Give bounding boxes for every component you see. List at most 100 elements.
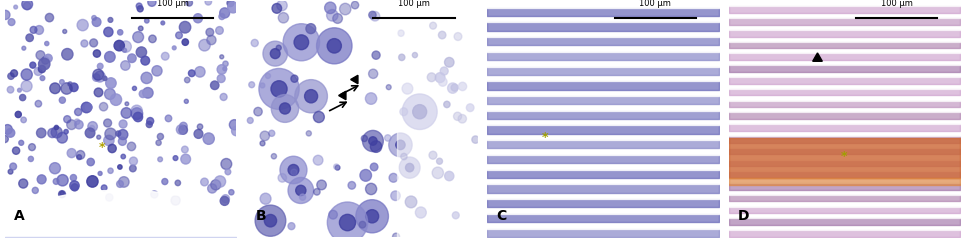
Circle shape [21,117,26,123]
Circle shape [48,129,57,138]
Circle shape [329,210,338,219]
Circle shape [39,58,50,70]
Circle shape [151,191,158,198]
Circle shape [261,193,271,204]
Circle shape [276,45,281,50]
Circle shape [366,183,376,195]
Circle shape [454,112,461,120]
Circle shape [453,212,459,219]
Circle shape [108,18,113,22]
Circle shape [294,35,309,50]
Circle shape [54,125,59,129]
Circle shape [136,3,142,9]
Circle shape [38,175,46,184]
Circle shape [145,19,149,23]
Circle shape [295,185,306,196]
Circle shape [176,32,182,39]
Circle shape [278,174,287,182]
Circle shape [314,111,324,123]
Text: *: * [542,131,548,144]
Circle shape [60,191,65,196]
Circle shape [351,1,359,9]
Circle shape [139,90,147,98]
Circle shape [280,103,290,114]
Circle shape [41,57,49,64]
Circle shape [400,108,407,116]
Circle shape [158,157,162,162]
Circle shape [28,156,34,162]
Circle shape [432,167,444,178]
Circle shape [179,21,191,33]
Circle shape [327,39,342,53]
Circle shape [251,39,259,47]
Circle shape [179,125,187,134]
Circle shape [371,163,378,171]
Circle shape [280,156,307,184]
Circle shape [104,89,115,99]
Circle shape [455,33,462,40]
Circle shape [29,144,36,151]
Circle shape [195,67,206,77]
Circle shape [44,54,52,62]
Circle shape [210,81,219,89]
Circle shape [90,39,97,47]
Circle shape [123,48,126,52]
Circle shape [147,118,153,125]
Circle shape [63,30,67,34]
Circle shape [206,28,213,36]
Circle shape [49,163,61,174]
Circle shape [148,0,156,6]
Circle shape [221,159,232,169]
Circle shape [220,8,230,18]
Circle shape [264,214,277,227]
Circle shape [129,157,137,165]
Circle shape [156,140,161,145]
Circle shape [8,19,14,25]
Circle shape [99,103,108,111]
Circle shape [197,124,203,129]
Circle shape [324,2,336,14]
Circle shape [314,155,323,165]
Circle shape [125,102,128,106]
Circle shape [87,158,95,166]
Circle shape [85,128,95,138]
Circle shape [93,74,100,81]
Circle shape [348,182,355,189]
Circle shape [389,173,398,182]
Circle shape [270,49,280,59]
Circle shape [458,82,467,91]
Circle shape [3,124,13,134]
Circle shape [18,179,28,188]
Circle shape [371,11,380,21]
Circle shape [405,196,417,208]
Circle shape [271,94,298,122]
Circle shape [361,135,368,142]
Circle shape [451,84,458,91]
Circle shape [101,185,107,191]
Circle shape [228,2,238,13]
Circle shape [114,40,124,51]
Circle shape [268,130,275,136]
Circle shape [438,78,447,86]
Circle shape [7,86,14,93]
Circle shape [260,141,265,146]
Circle shape [225,169,231,175]
Circle shape [405,163,414,172]
Circle shape [402,94,437,129]
Circle shape [105,128,116,140]
Circle shape [335,165,340,170]
Circle shape [440,67,448,75]
Circle shape [271,81,287,97]
Circle shape [26,34,34,42]
Circle shape [356,200,389,233]
Circle shape [412,52,418,58]
Circle shape [175,180,180,186]
Circle shape [11,70,17,77]
Circle shape [223,67,227,71]
Circle shape [69,181,79,190]
Circle shape [219,14,225,20]
Circle shape [436,158,443,164]
Circle shape [203,133,214,144]
Circle shape [106,194,113,201]
Circle shape [95,88,103,97]
